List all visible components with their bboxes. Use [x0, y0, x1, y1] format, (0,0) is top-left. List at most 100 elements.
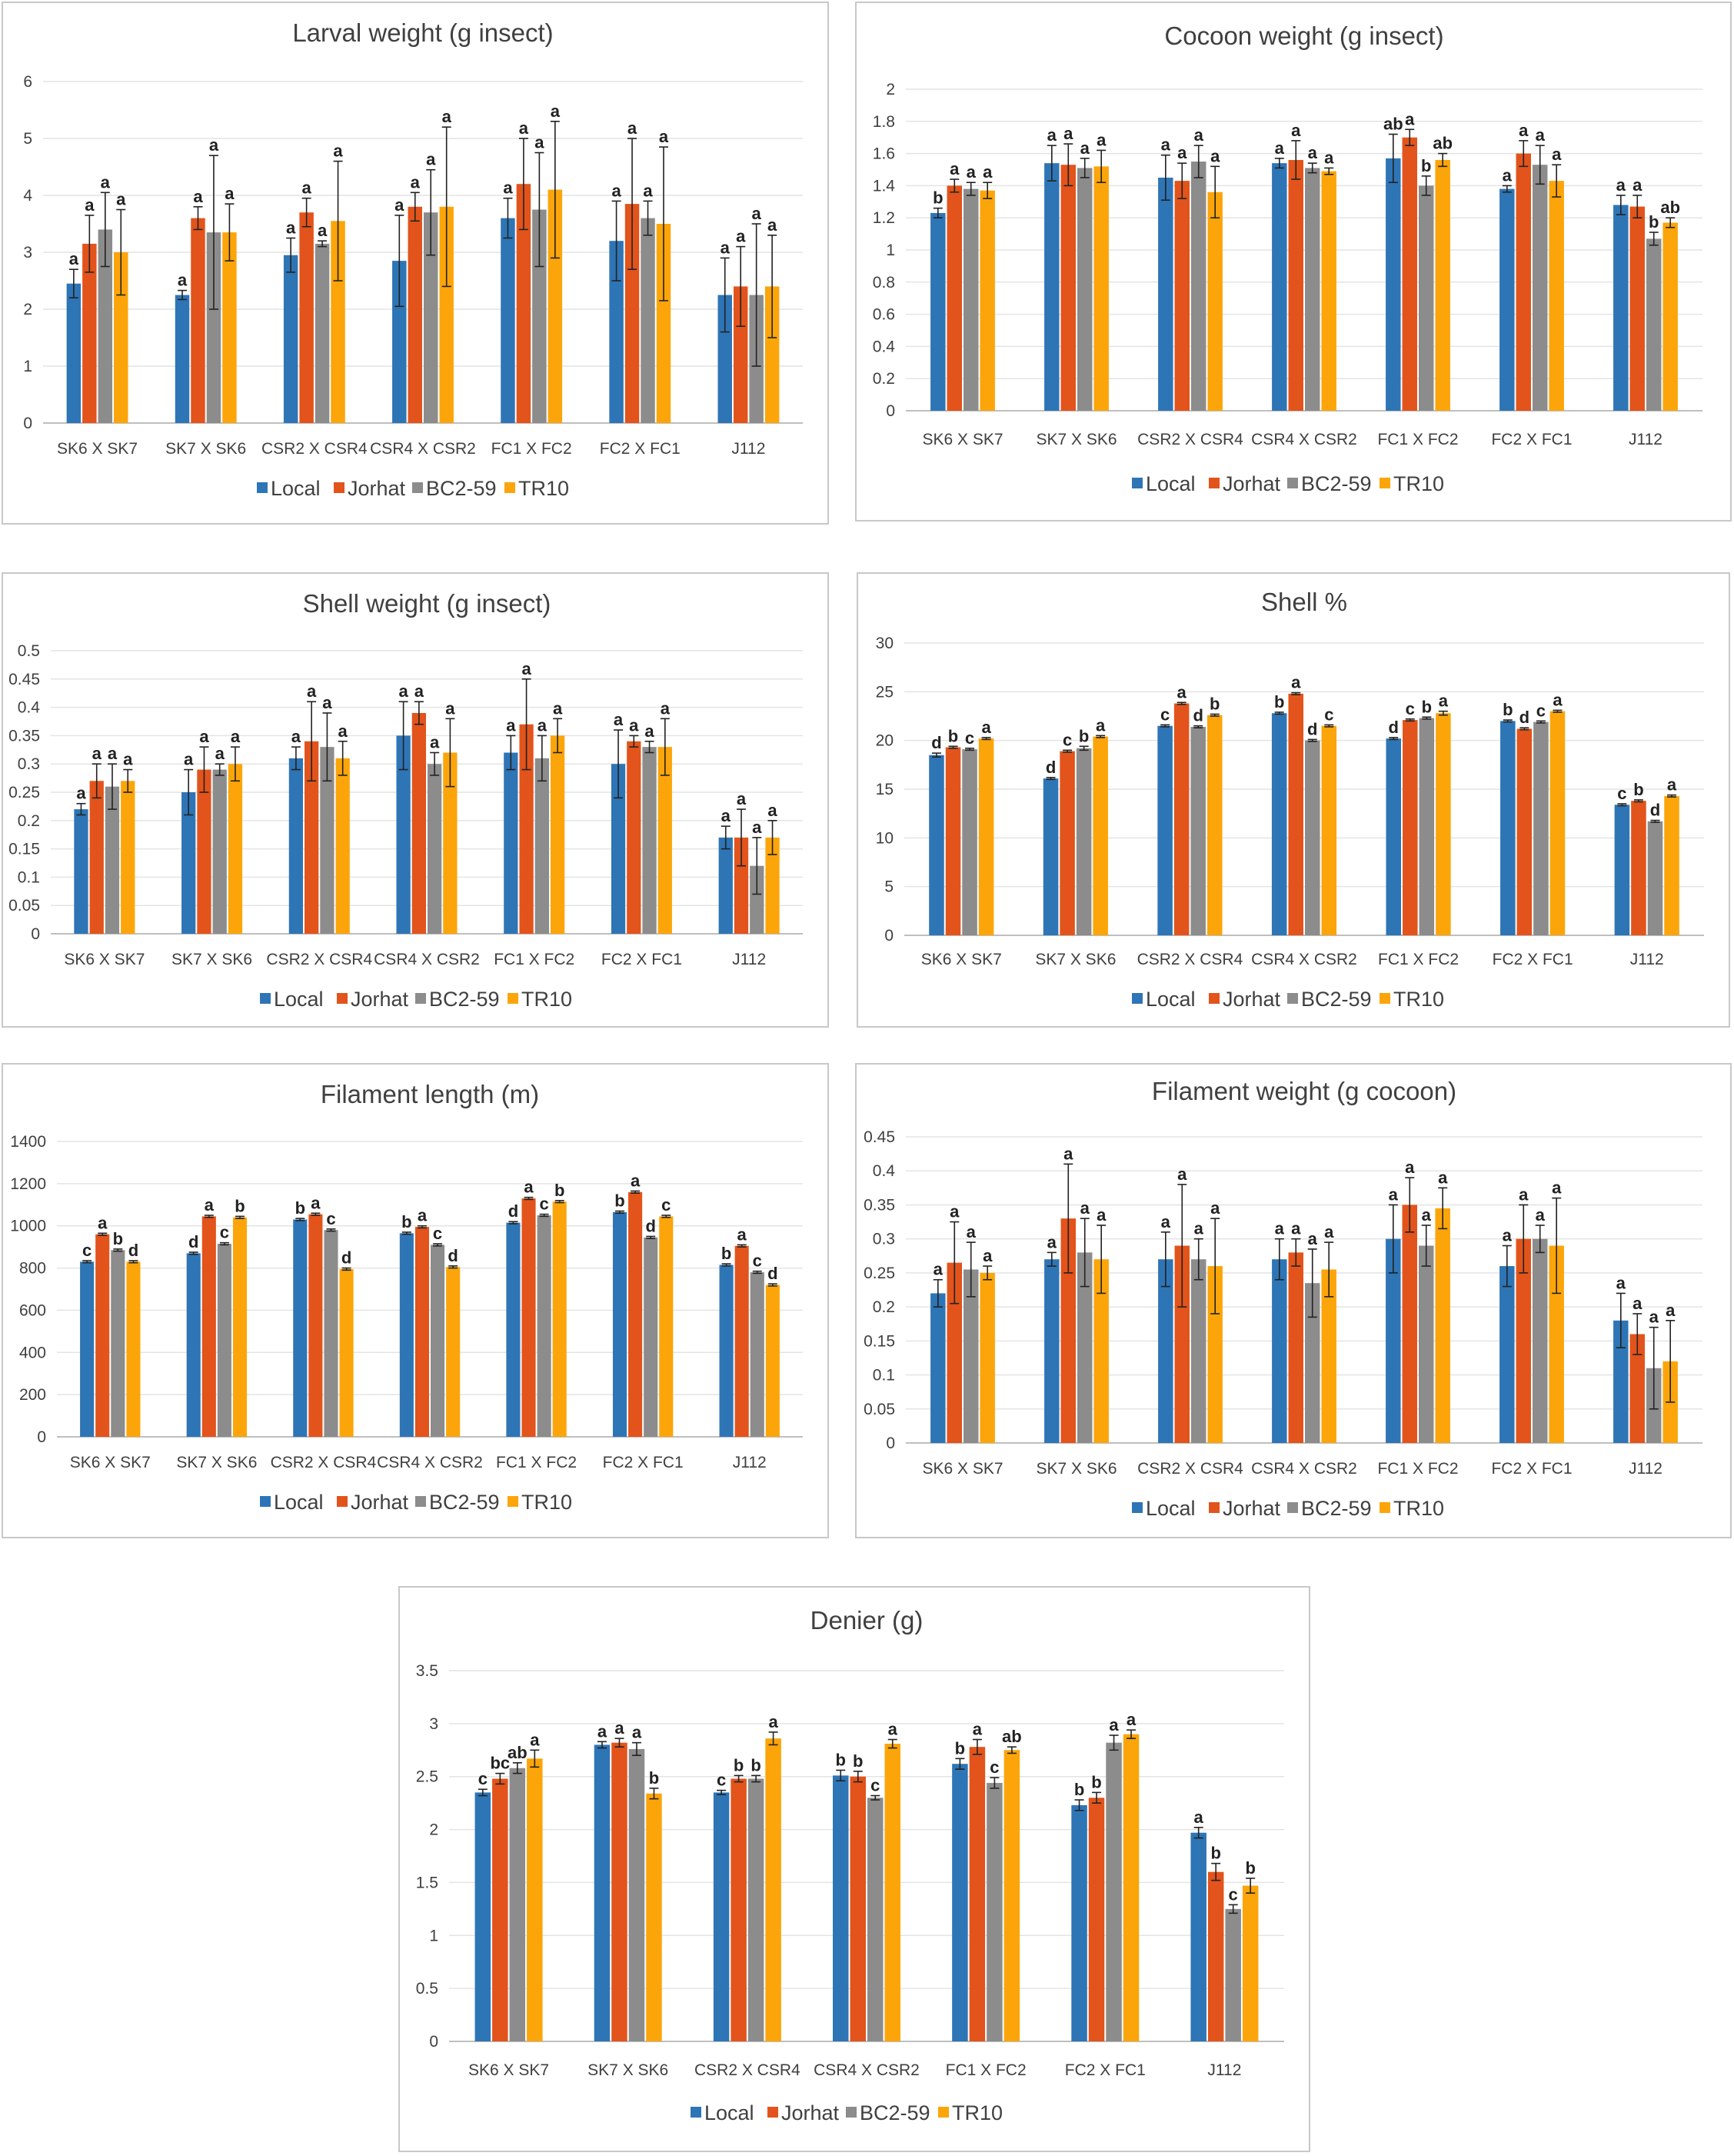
y-tick-label: 800 [19, 1260, 46, 1278]
chart-title: Larval weight (g insect) [292, 18, 553, 47]
y-tick-label: 0.05 [8, 897, 40, 915]
significance-label: c [1063, 730, 1072, 749]
chart-title: Denier (g) [810, 1606, 924, 1634]
legend-swatch [415, 993, 426, 1004]
significance-label: a [1177, 1165, 1187, 1184]
bar [1093, 166, 1109, 411]
significance-label: a [1422, 1205, 1432, 1225]
significance-label: a [394, 195, 404, 215]
bar [1533, 165, 1548, 412]
legend-label: TR10 [518, 477, 569, 500]
bar [126, 1261, 141, 1437]
x-tick-label: SK6 X SK7 [922, 431, 1003, 448]
bar [1631, 801, 1646, 935]
bar [1123, 1734, 1140, 2041]
significance-label: b [235, 1196, 245, 1215]
bar [547, 189, 563, 423]
bar [509, 1768, 526, 2041]
significance-label: a [1080, 138, 1090, 158]
legend-swatch [260, 1496, 271, 1507]
significance-label: a [1177, 143, 1187, 162]
bar [1402, 1205, 1417, 1443]
significance-label: a [752, 204, 762, 223]
y-tick-label: 0.15 [8, 841, 40, 858]
bar [521, 1198, 536, 1437]
bar [646, 1793, 662, 2041]
significance-label: c [1406, 699, 1415, 718]
x-tick-label: SK7 X SK6 [165, 440, 246, 458]
y-tick-label: 0 [37, 1428, 46, 1446]
significance-label: a [1291, 1219, 1301, 1238]
bar [628, 1748, 645, 2041]
significance-label: a [614, 710, 624, 729]
significance-label: b [1633, 780, 1643, 799]
significance-label: b [1274, 692, 1284, 711]
legend-swatch [412, 482, 423, 493]
legend-swatch [1287, 1502, 1298, 1513]
significance-label: a [215, 744, 225, 763]
bar [293, 1219, 308, 1437]
bar [414, 1227, 429, 1437]
bar [1403, 720, 1418, 935]
bar [765, 1738, 781, 2041]
bar [504, 752, 518, 934]
legend-label: TR10 [521, 1491, 572, 1514]
significance-label: a [322, 693, 332, 712]
bar [1158, 1259, 1173, 1443]
significance-label: a [209, 135, 219, 155]
bar [424, 212, 438, 423]
bar [850, 1776, 866, 2041]
y-tick-label: 30 [876, 635, 894, 652]
x-tick-label: FC1 X FC2 [1377, 1460, 1458, 1478]
bar [611, 764, 626, 934]
bar [324, 1230, 338, 1437]
bar [1003, 1750, 1020, 2041]
x-tick-label: FC1 X FC2 [1377, 431, 1458, 448]
x-tick-label: J112 [1630, 951, 1664, 968]
y-tick-label: 0.6 [873, 306, 895, 324]
bar [537, 1215, 551, 1437]
bar [624, 204, 640, 423]
bar [408, 206, 422, 423]
bar [1060, 751, 1075, 935]
significance-label: a [1161, 1212, 1171, 1231]
significance-label: a [333, 142, 343, 161]
significance-label: a [426, 150, 436, 169]
x-tick-label: FC1 X FC2 [491, 440, 572, 458]
significance-label: a [1616, 175, 1626, 195]
significance-label: a [85, 195, 95, 215]
x-tick-label: FC1 X FC2 [496, 1454, 577, 1471]
significance-label: a [1275, 1219, 1285, 1238]
significance-label: a [1194, 1808, 1204, 1827]
significance-label: a [519, 118, 529, 138]
y-tick-label: 600 [19, 1301, 46, 1319]
bar [1060, 165, 1076, 412]
significance-label: c [82, 1241, 92, 1260]
legend-swatch [508, 1496, 518, 1507]
bar [734, 1245, 749, 1437]
significance-label: d [341, 1248, 351, 1268]
bar [1106, 1742, 1122, 2041]
bar [1093, 1259, 1109, 1443]
significance-label: a [629, 715, 639, 735]
significance-label: a [643, 181, 653, 200]
significance-label: a [286, 218, 296, 238]
significance-label: a [551, 102, 561, 121]
y-tick-label: 25 [876, 683, 894, 701]
bar [1093, 736, 1108, 935]
bar [945, 747, 961, 935]
legend-swatch [1132, 478, 1143, 488]
significance-label: d [767, 1264, 777, 1283]
significance-label: a [524, 1178, 534, 1197]
y-tick-label: 2 [23, 301, 32, 318]
bar [1613, 1320, 1629, 1443]
y-tick-label: 0.2 [18, 812, 40, 830]
bar [222, 232, 237, 423]
bar [80, 1261, 95, 1437]
significance-label: a [1080, 1198, 1090, 1218]
significance-label: a [644, 721, 654, 741]
y-tick-label: 1.6 [873, 145, 895, 163]
bar [232, 1217, 248, 1437]
bar [1549, 1245, 1564, 1443]
